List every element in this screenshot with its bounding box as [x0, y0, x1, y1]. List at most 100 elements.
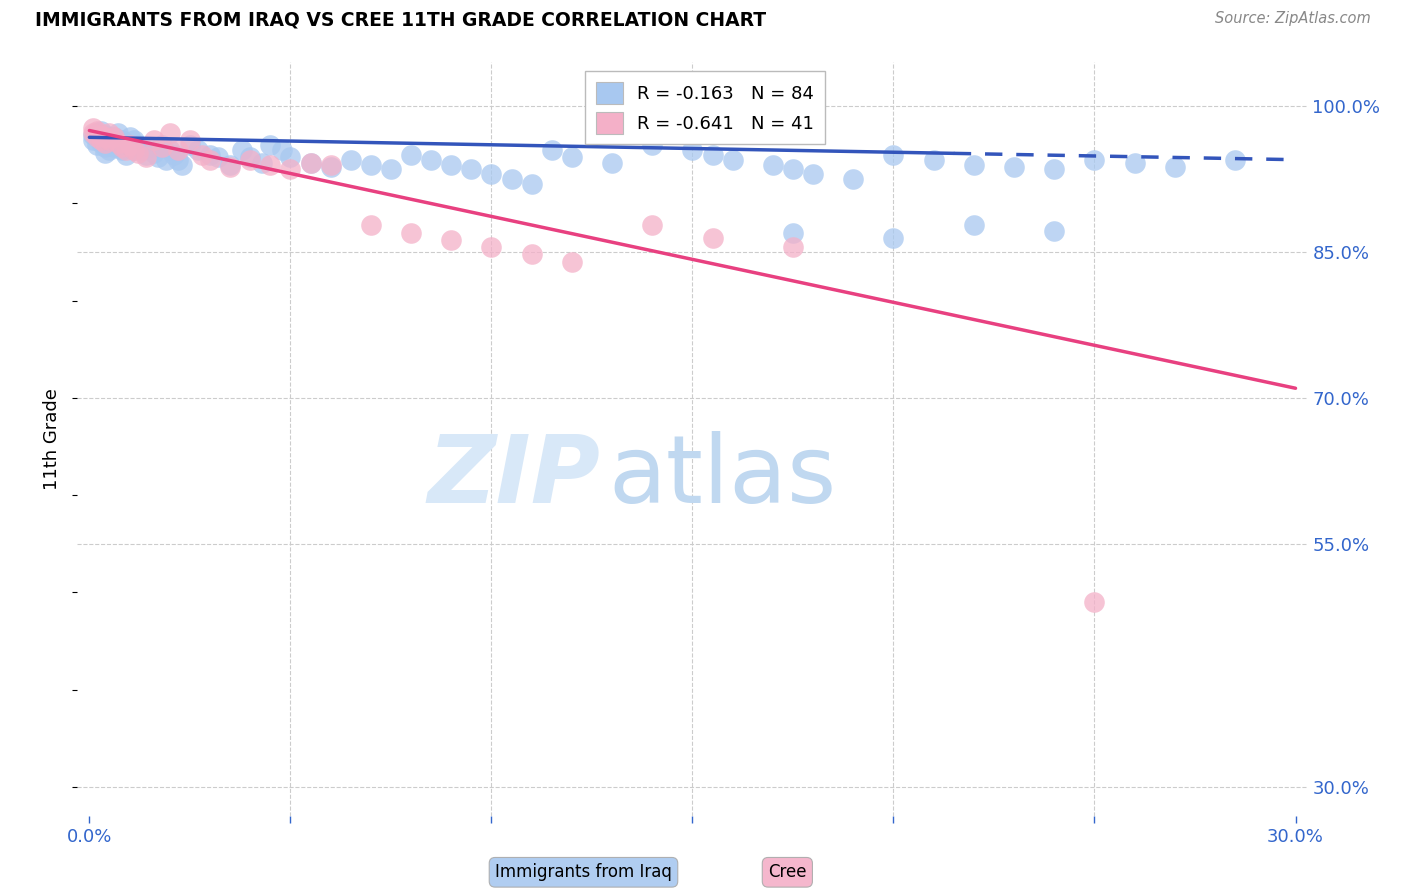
Point: [399, 226, 422, 240]
Point: [801, 167, 824, 181]
Point: [166, 153, 188, 167]
Point: [360, 218, 382, 232]
Point: [90, 130, 112, 145]
Point: [159, 127, 181, 141]
Point: [520, 247, 543, 261]
Point: [94, 130, 117, 145]
Point: [299, 155, 322, 169]
Point: [922, 153, 945, 167]
Point: [882, 230, 904, 244]
Point: [682, 143, 704, 157]
Point: [122, 133, 145, 147]
Point: [135, 148, 157, 162]
Point: [360, 157, 382, 171]
Point: [107, 138, 129, 153]
Point: [187, 143, 209, 157]
Point: [114, 143, 136, 157]
Point: [963, 157, 986, 171]
Point: [191, 148, 214, 162]
Point: [882, 148, 904, 162]
Point: [440, 234, 463, 248]
Point: [420, 153, 443, 167]
Text: ZIP: ZIP: [427, 431, 600, 523]
Point: [110, 143, 132, 157]
Point: [138, 140, 160, 154]
Point: [561, 255, 583, 269]
Point: [94, 140, 117, 154]
Point: [82, 127, 104, 141]
Point: [82, 128, 104, 143]
Point: [963, 218, 986, 232]
Point: [1225, 153, 1247, 167]
Y-axis label: 11th Grade: 11th Grade: [44, 388, 62, 491]
Point: [98, 133, 121, 147]
Point: [299, 155, 322, 169]
Point: [1043, 162, 1066, 177]
Point: [90, 128, 112, 143]
Point: [146, 150, 169, 164]
Point: [166, 143, 188, 157]
Point: [319, 160, 342, 174]
Point: [86, 130, 108, 145]
Text: IMMIGRANTS FROM IRAQ VS CREE 11TH GRADE CORRELATION CHART: IMMIGRANTS FROM IRAQ VS CREE 11TH GRADE …: [35, 11, 766, 29]
Point: [782, 240, 804, 254]
Point: [842, 172, 865, 186]
Point: [127, 145, 149, 160]
Point: [540, 143, 562, 157]
Point: [561, 150, 583, 164]
Point: [280, 150, 302, 164]
Point: [118, 138, 141, 153]
Point: [114, 136, 136, 150]
Point: [1164, 160, 1187, 174]
Point: [1043, 224, 1066, 238]
Point: [150, 140, 173, 154]
Point: [641, 138, 664, 153]
Point: [762, 157, 785, 171]
Point: [86, 138, 108, 153]
Text: atlas: atlas: [609, 431, 837, 523]
Point: [82, 120, 104, 135]
Point: [118, 130, 141, 145]
Point: [159, 143, 181, 157]
Point: [118, 140, 141, 154]
Point: [702, 148, 724, 162]
Point: [641, 218, 664, 232]
Point: [198, 153, 221, 167]
Point: [501, 172, 523, 186]
Point: [90, 133, 112, 147]
Point: [481, 167, 503, 181]
Point: [481, 240, 503, 254]
Point: [90, 136, 112, 150]
Point: [252, 155, 274, 169]
Point: [98, 138, 121, 153]
Point: [114, 148, 136, 162]
Point: [380, 162, 402, 177]
Point: [179, 138, 201, 153]
Point: [107, 127, 129, 141]
Point: [259, 157, 281, 171]
Point: [721, 153, 744, 167]
Point: [239, 153, 262, 167]
Legend: R = -0.163   N = 84, R = -0.641   N = 41: R = -0.163 N = 84, R = -0.641 N = 41: [585, 71, 825, 145]
Point: [107, 136, 129, 150]
Point: [86, 127, 108, 141]
Point: [82, 133, 104, 147]
Point: [163, 148, 186, 162]
Point: [231, 143, 253, 157]
Point: [702, 230, 724, 244]
Point: [155, 153, 177, 167]
Point: [110, 133, 132, 147]
Point: [1123, 155, 1146, 169]
Point: [94, 145, 117, 160]
Point: [460, 162, 482, 177]
Text: Cree: Cree: [768, 863, 807, 881]
Point: [440, 157, 463, 171]
Point: [782, 162, 804, 177]
Point: [782, 226, 804, 240]
Point: [98, 143, 121, 157]
Point: [103, 130, 125, 145]
Point: [94, 128, 117, 143]
Point: [219, 157, 242, 171]
Point: [1002, 160, 1025, 174]
Point: [131, 143, 153, 157]
